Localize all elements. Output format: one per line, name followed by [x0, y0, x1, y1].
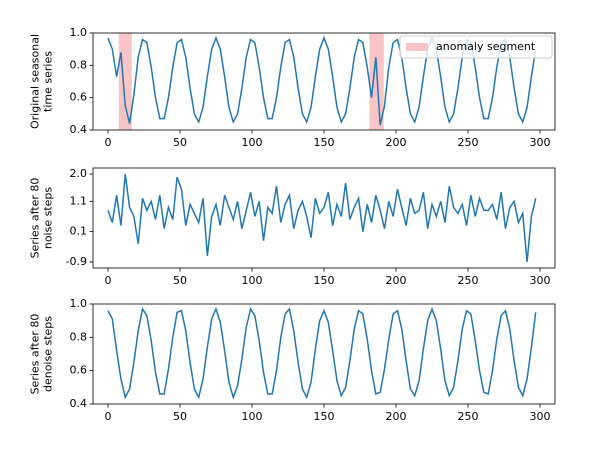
series-line: [107, 306, 537, 400]
y-tick-label: 1.0: [70, 26, 88, 39]
x-tick-label: 300: [530, 410, 551, 423]
y-tick-label: 0.1: [70, 225, 88, 238]
x-tick-label: 250: [458, 410, 479, 423]
anomaly-span: [369, 33, 384, 130]
x-tick-label: 100: [241, 410, 262, 423]
y-axis-label: noise steps: [42, 187, 55, 250]
x-tick-label: 50: [173, 136, 187, 149]
y-tick-label: 0.8: [70, 58, 88, 71]
x-tick-label: 50: [173, 274, 187, 287]
y-tick-label: 0.8: [70, 330, 88, 343]
y-tick-label: 2.0: [70, 167, 88, 180]
x-tick-label: 300: [530, 274, 551, 287]
x-tick-label: 100: [241, 274, 262, 287]
legend-box: [399, 35, 553, 59]
legend-swatch: [406, 43, 428, 51]
x-tick-label: 150: [314, 274, 335, 287]
y-tick-label: 0.6: [70, 91, 88, 104]
x-tick-label: 0: [104, 410, 111, 423]
axes-frame: [92, 303, 556, 405]
series-line: [107, 173, 537, 263]
y-tick-label: 0.4: [70, 397, 88, 410]
x-tick-label: 0: [104, 274, 111, 287]
x-tick-label: 150: [314, 136, 335, 149]
y-axis-label: Original seasonal: [29, 34, 42, 129]
x-tick-label: 300: [530, 136, 551, 149]
x-tick-label: 200: [386, 410, 407, 423]
y-tick-label: 1.0: [70, 297, 88, 310]
x-tick-label: 250: [458, 136, 479, 149]
y-tick-label: 0.6: [70, 364, 88, 377]
x-tick-label: 150: [314, 410, 335, 423]
x-tick-label: 50: [173, 410, 187, 423]
y-axis-label: Series after 80: [29, 178, 42, 259]
x-tick-label: 200: [386, 274, 407, 287]
x-tick-label: 0: [104, 136, 111, 149]
x-tick-label: 100: [241, 136, 262, 149]
anomaly-span: [118, 33, 132, 130]
y-tick-label: 1.1: [70, 194, 88, 207]
y-tick-label: -0.9: [66, 255, 87, 268]
y-axis-label: time series: [42, 51, 55, 112]
x-tick-label: 200: [386, 136, 407, 149]
x-tick-label: 250: [458, 274, 479, 287]
y-axis-label: Series after 80: [29, 314, 42, 395]
y-axis-label: denoise steps: [42, 316, 55, 392]
legend-label: anomaly segment: [436, 40, 536, 53]
y-tick-label: 0.4: [70, 123, 88, 136]
